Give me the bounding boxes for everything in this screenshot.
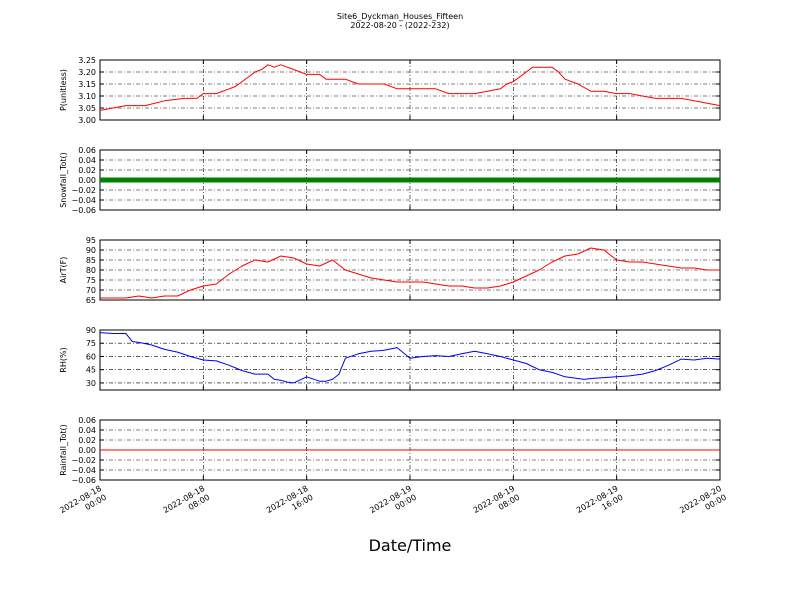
- subplot-1: 3.00 3.05 3.10 3.15 3.20 3.25 P(unitless): [59, 56, 721, 125]
- y-tick-label: 3.00: [78, 116, 96, 125]
- y-tick-label: 0.04: [78, 426, 96, 435]
- y-axis-label: P(unitless): [59, 69, 68, 111]
- y-tick-label: 0.00: [78, 176, 96, 185]
- y-tick-label: −0.04: [71, 196, 96, 205]
- y-tick-label: 3.10: [78, 92, 96, 101]
- y-tick-label: 3.15: [78, 80, 96, 89]
- y-tick-label: 3.25: [78, 56, 96, 65]
- y-tick-label: 80: [86, 266, 96, 275]
- y-tick-label: −0.06: [71, 476, 96, 485]
- x-tick-label: 2022-08-1908:00: [472, 484, 522, 524]
- y-axis-label: Snowfall_Tot(): [59, 152, 68, 208]
- y-tick-label: 70: [86, 286, 96, 295]
- y-tick-label: 3.05: [78, 104, 96, 113]
- y-tick-label: 90: [86, 246, 96, 255]
- x-tick-label: 2022-08-2000:00: [678, 484, 728, 524]
- y-axis-label: RH(%): [59, 347, 68, 372]
- series-line: [99, 332, 721, 384]
- subplot-5: 0.060.040.020.00−0.02−0.04−0.06Rainfall_…: [59, 416, 721, 485]
- y-tick-label: 65: [86, 296, 96, 305]
- y-tick-label: 95: [86, 236, 96, 245]
- y-tick-label: 75: [86, 276, 96, 285]
- x-axis-label: Date/Time: [369, 536, 452, 555]
- y-tick-label: 0.06: [78, 146, 96, 155]
- chart-title: Site6_Dyckman_Houses_Fifteen: [337, 12, 463, 21]
- y-tick-label: 30: [86, 379, 96, 388]
- y-tick-label: 0.00: [78, 446, 96, 455]
- chart-subtitle: 2022-08-20 - (2022-232): [350, 21, 449, 30]
- subplot-2: 0.060.040.020.00−0.02−0.04−0.06Snowfall_…: [59, 146, 721, 215]
- y-tick-label: 75: [86, 339, 96, 348]
- y-tick-label: 85: [86, 256, 96, 265]
- y-tick-label: −0.06: [71, 206, 96, 215]
- y-tick-label: 0.06: [78, 416, 96, 425]
- y-tick-label: −0.02: [71, 456, 96, 465]
- subplot-4: 30 45 60 75 90 RH(%): [59, 326, 721, 391]
- x-tick-label: 2022-08-1816:00: [265, 484, 315, 524]
- y-tick-label: 3.20: [78, 68, 96, 77]
- y-tick-label: 45: [86, 366, 96, 375]
- series-line: [100, 247, 720, 299]
- y-tick-label: 0.04: [78, 156, 96, 165]
- y-tick-label: 0.02: [78, 166, 96, 175]
- y-axis-label: AirT(F): [59, 257, 68, 284]
- x-tick-label: 2022-08-1916:00: [575, 484, 625, 524]
- y-axis-label: Rainfall_Tot(): [59, 424, 68, 476]
- x-tick-label: 2022-08-1808:00: [162, 484, 212, 524]
- subplot-group: 3.003.053.103.153.203.25P(unitless)0.060…: [58, 56, 728, 524]
- x-tick-label: 2022-08-1800:00: [58, 484, 108, 524]
- y-tick-label: −0.02: [71, 186, 96, 195]
- y-tick-label: 0.02: [78, 436, 96, 445]
- y-tick-label: −0.04: [71, 466, 96, 475]
- y-tick-label: 90: [86, 326, 96, 335]
- x-tick-label: 2022-08-1900:00: [368, 484, 418, 524]
- series-line: [99, 64, 721, 111]
- y-tick-label: 60: [86, 352, 96, 361]
